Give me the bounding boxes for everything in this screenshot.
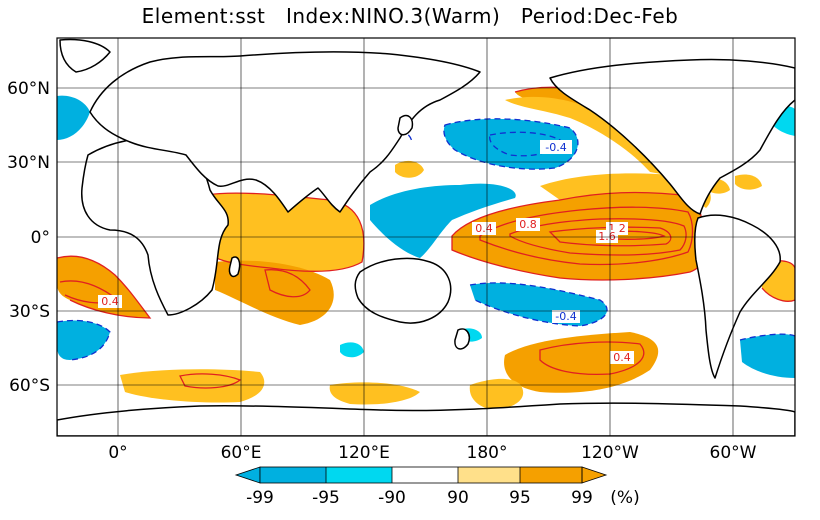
south-america-outline xyxy=(693,214,781,379)
contour-label: -0.4 xyxy=(555,310,576,323)
madagascar-outline xyxy=(228,256,241,278)
east-china-sea-warm-patch xyxy=(395,160,424,178)
east-pacific-warm-area xyxy=(452,192,705,280)
contour-label: 0.8 xyxy=(519,218,537,231)
south-pacific-warm-area xyxy=(504,332,659,393)
lat-label: 30°S xyxy=(9,302,50,322)
colorbar-tick: -95 xyxy=(312,488,340,508)
map-field: -0.4 -0.4 0.4 0.8 1.2 1.6 0.4 0.4 xyxy=(57,38,795,436)
map-title: Element:sst Index:NINO.3(Warm) Period:De… xyxy=(0,4,820,28)
colorbar-unit: (%) xyxy=(610,488,639,508)
colorbar-segment-neg99 xyxy=(260,467,326,483)
graticule xyxy=(57,38,795,436)
lat-label: 60°S xyxy=(9,376,50,396)
contour-label: -0.4 xyxy=(545,141,566,154)
colorbar-segment-pos90 xyxy=(458,467,520,483)
lat-label: 30°N xyxy=(7,153,50,173)
colorbar-tick: -99 xyxy=(246,488,274,508)
southern-ocean-warm-patch xyxy=(329,382,420,405)
colorbar-right-arrow xyxy=(581,466,608,484)
colorbar-segment-neg95 xyxy=(326,467,392,483)
map-frame xyxy=(56,37,796,437)
japan-outline xyxy=(397,114,414,136)
greenland-outline xyxy=(59,38,111,73)
antarctica-outline xyxy=(57,402,795,436)
coastlines xyxy=(57,38,795,436)
south-pacific-warm-area-edge xyxy=(469,378,524,410)
colorbar-tick: 95 xyxy=(509,488,531,508)
north-america-outline xyxy=(549,58,795,215)
north-pacific-cool-area xyxy=(443,118,578,170)
title-period: Period:Dec-Feb xyxy=(520,4,679,28)
contour-labels: -0.4 -0.4 0.4 0.8 1.2 1.6 0.4 0.4 xyxy=(98,140,634,364)
colorbar-tick: 99 xyxy=(571,488,593,508)
new-zealand-outline xyxy=(454,328,470,350)
lon-label: 180° xyxy=(467,443,508,463)
europe-asia-outline xyxy=(89,51,481,213)
contour-label: 1.6 xyxy=(598,230,616,243)
latitude-labels: 60°N 30°N 0° 30°S 60°S xyxy=(7,79,50,396)
colorbar-tick: -90 xyxy=(378,488,406,508)
south-atlantic-cool-area xyxy=(57,320,110,360)
colorbar-tick: 90 xyxy=(447,488,469,508)
lat-label: 0° xyxy=(31,228,50,248)
lon-label: 0° xyxy=(108,443,127,463)
title-index: Index:NINO.3(Warm) xyxy=(285,4,501,28)
contour-label: 0.4 xyxy=(475,222,493,235)
southern-ocean-cool-patch xyxy=(340,342,364,358)
south-atlantic-warm-area xyxy=(57,256,150,318)
lon-label: 60°W xyxy=(710,443,757,463)
colorbar-left-arrow xyxy=(234,466,261,484)
title-element: Element:sst xyxy=(141,4,266,28)
lat-label: 60°N xyxy=(7,79,50,99)
australia-outline xyxy=(354,257,452,324)
lon-label: 60°E xyxy=(221,443,262,463)
lon-label: 120°E xyxy=(338,443,390,463)
colorbar: -99 -95 -90 90 95 99 (%) xyxy=(234,466,640,508)
south-america-cool-area xyxy=(740,334,795,378)
longitude-labels: 0° 60°E 120°E 180° 120°W 60°W xyxy=(108,443,756,463)
atlantic-warm-patch xyxy=(735,174,762,190)
colorbar-segment-pos95 xyxy=(520,467,582,483)
contour-label: 0.4 xyxy=(101,295,119,308)
colorbar-segment-neutral xyxy=(392,467,458,483)
north-atlantic-cool-area xyxy=(57,95,90,140)
contour-label: 0.4 xyxy=(613,351,631,364)
western-pacific-cool-area xyxy=(370,183,516,258)
lon-label: 120°W xyxy=(581,443,639,463)
positive-significance-areas xyxy=(57,87,795,410)
indian-ocean-warm-area xyxy=(205,193,364,272)
southern-ocean-warm-area xyxy=(120,369,265,403)
